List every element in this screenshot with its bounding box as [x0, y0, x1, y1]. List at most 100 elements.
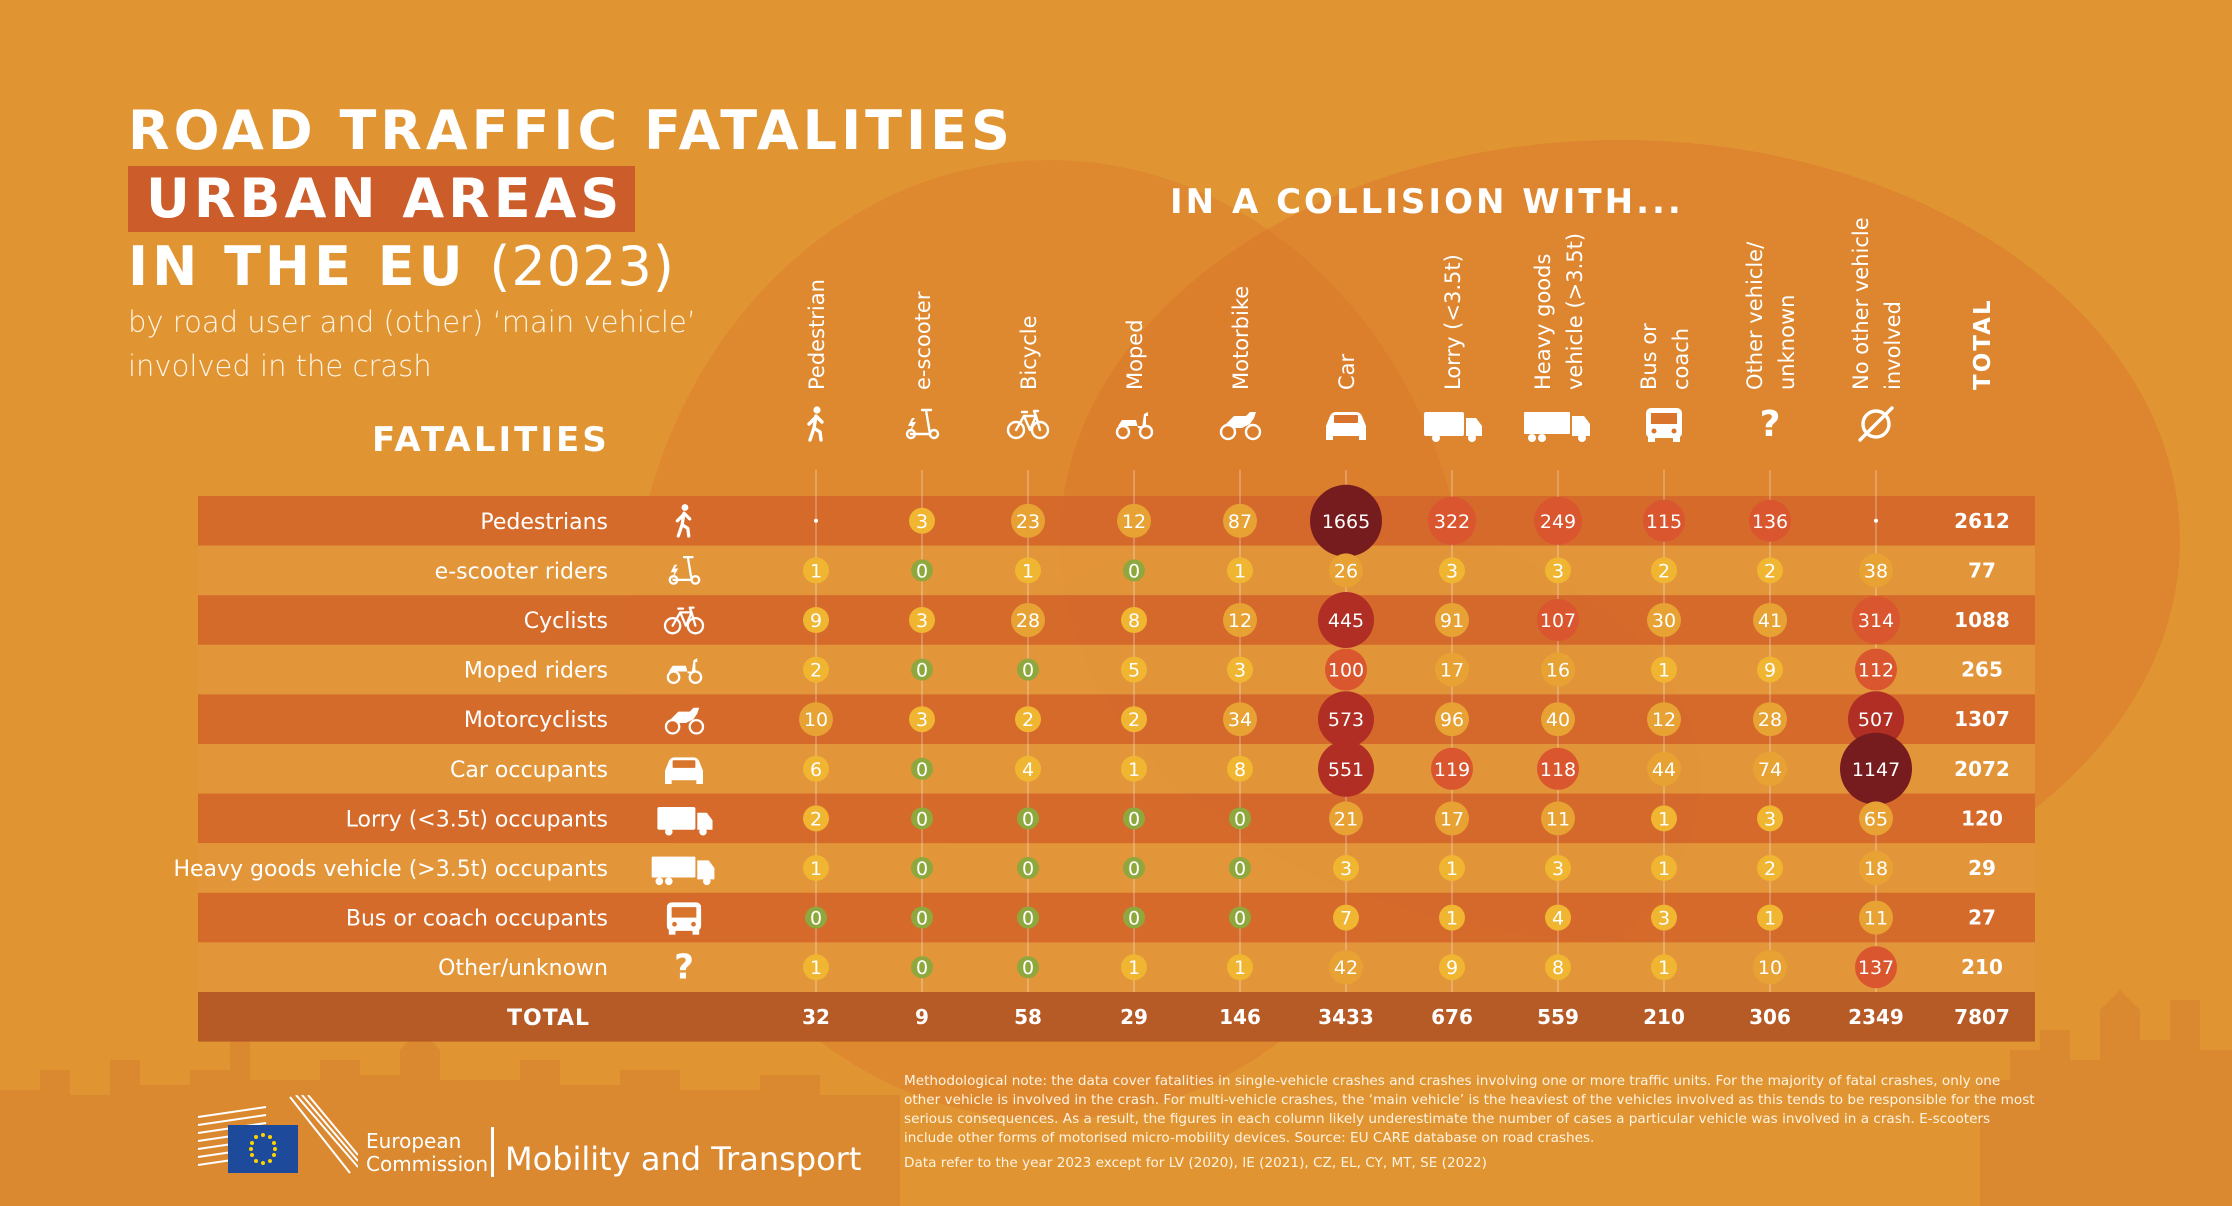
data-value: 3: [916, 709, 928, 731]
data-value: 1: [1764, 908, 1776, 930]
row-band-1: [198, 545, 2035, 596]
data-bubble: [1121, 607, 1147, 633]
data-bubble: [799, 702, 833, 737]
row-total-1: 77: [1968, 558, 1996, 582]
data-bubble: [1651, 557, 1677, 584]
data-value: 1: [810, 858, 822, 880]
row-band-4: [198, 694, 2035, 744]
data-value: 41: [1758, 610, 1782, 632]
data-bubble: [1223, 603, 1257, 637]
methodology-note: Methodological note: the data cover fata…: [904, 1073, 2035, 1146]
data-value: 1: [810, 957, 822, 979]
row-total-3: 265: [1961, 658, 2003, 682]
data-bubble: [1329, 801, 1363, 836]
data-value: 38: [1864, 560, 1888, 582]
data-value: 115: [1646, 511, 1682, 533]
data-value: 1: [1022, 560, 1034, 582]
data-bubble: [911, 857, 933, 879]
data-value: 11: [1864, 908, 1888, 930]
row-label-0: Pedestrians: [480, 510, 608, 535]
data-bubble: [1439, 855, 1465, 881]
pedestrian-icon: [675, 504, 692, 538]
data-value: 1: [1128, 759, 1140, 781]
column-header-9-line1: unknown: [1775, 295, 1799, 390]
moped-icon: [666, 658, 703, 685]
data-bubble: [1318, 592, 1374, 648]
data-bubble: [1227, 755, 1253, 782]
column-header-4-line0: Motorbike: [1229, 286, 1253, 390]
data-bubble: [911, 559, 933, 582]
column-total-8: 210: [1643, 1005, 1685, 1029]
row-total-8: 27: [1968, 906, 1996, 930]
data-bubble: [1757, 656, 1783, 683]
data-value: 2: [810, 660, 822, 682]
data-value: 21: [1334, 808, 1358, 830]
column-header-9-line0: Other vehicle/: [1743, 241, 1767, 390]
data-value: 1: [1658, 957, 1670, 979]
column-total-1: 9: [915, 1005, 929, 1029]
data-value: 30: [1652, 610, 1676, 632]
data-bubble: [1753, 702, 1787, 737]
motorbike-icon: [664, 707, 705, 735]
column-total-0: 32: [802, 1005, 830, 1029]
data-bubble: [1651, 904, 1677, 931]
data-bubble: [911, 757, 933, 780]
data-bubble: [1545, 855, 1571, 881]
data-value: 3: [1234, 660, 1246, 682]
data-value: 4: [1552, 908, 1564, 930]
data-value: 119: [1434, 759, 1470, 781]
data-bubble: [1123, 857, 1145, 879]
question-mark-icon: ?: [1760, 404, 1781, 445]
title-block: ROAD TRAFFIC FATALITIES URBAN AREAS IN T…: [128, 98, 1014, 300]
data-value: 100: [1328, 660, 1364, 682]
data-value: 0: [916, 560, 928, 582]
data-bubble: [1435, 702, 1469, 737]
data-value: 136: [1752, 511, 1788, 533]
ec-line2: Commission: [366, 1152, 489, 1176]
data-bubble: [1651, 954, 1677, 981]
data-bubble: [1017, 658, 1039, 681]
data-bubble: [911, 807, 933, 830]
row-label-6: Lorry (<3.5t) occupants: [346, 807, 608, 832]
data-value: 0: [1128, 908, 1140, 930]
data-value: 0: [1128, 808, 1140, 830]
data-bubble: [1651, 805, 1677, 832]
data-bubble: [1229, 906, 1251, 929]
data-value: 137: [1858, 957, 1894, 979]
ec-name: European Commission: [366, 1130, 488, 1176]
data-value: 0: [1022, 858, 1034, 880]
bicycle-icon: [1006, 409, 1050, 440]
data-value: 2: [1658, 560, 1670, 582]
data-value: 87: [1228, 511, 1252, 533]
data-bubble: [1011, 503, 1045, 538]
data-value: 23: [1016, 511, 1040, 533]
data-value: 322: [1434, 511, 1470, 533]
data-value: 249: [1540, 511, 1576, 533]
total-row-label: TOTAL: [507, 1006, 590, 1031]
row-total-5: 2072: [1954, 757, 2010, 781]
heavy-goods-vehicle-icon: [1524, 412, 1590, 442]
data-value: 1: [1658, 660, 1670, 682]
data-value: 8: [1234, 759, 1246, 781]
data-value: 445: [1328, 610, 1364, 632]
data-value: 1: [1446, 858, 1458, 880]
data-value: 1: [1446, 908, 1458, 930]
data-bubble: [1123, 807, 1145, 830]
fatalities-label: FATALITIES: [372, 420, 610, 460]
row-label-7: Heavy goods vehicle (>3.5t) occupants: [173, 857, 608, 882]
city-skyline-right: [1980, 990, 2232, 1206]
data-value: 0: [916, 660, 928, 682]
car-icon: [1326, 412, 1366, 440]
data-value: 0: [1022, 908, 1034, 930]
data-bubble: [803, 855, 829, 881]
column-header-2-line0: Bicycle: [1017, 315, 1041, 390]
data-bubble: [1229, 857, 1251, 879]
data-bubble: [1435, 603, 1469, 637]
data-value: 2: [810, 808, 822, 830]
grand-total: 7807: [1954, 1005, 2010, 1029]
column-total-6: 676: [1431, 1005, 1473, 1029]
data-value: 12: [1122, 511, 1146, 533]
data-value: 2: [1764, 858, 1776, 880]
data-bubble: [1325, 648, 1367, 691]
